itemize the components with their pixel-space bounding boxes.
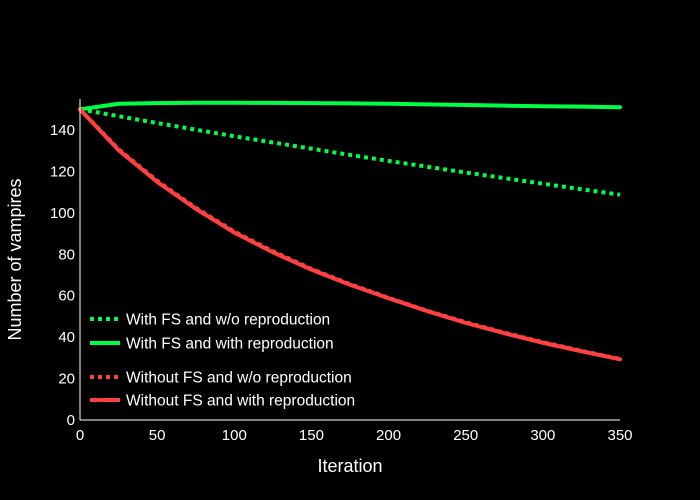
legend-label-3: Without FS and w/o reproduction bbox=[126, 370, 352, 387]
x-tick-label: 0 bbox=[76, 427, 84, 444]
x-tick-label: 100 bbox=[222, 427, 247, 444]
y-tick-label: 100 bbox=[50, 205, 75, 222]
series-line-2 bbox=[78, 100, 622, 112]
y-tick-label: 140 bbox=[50, 122, 75, 139]
y-tick-label: 120 bbox=[50, 163, 75, 180]
y-axis-title: Number of vampires bbox=[5, 178, 25, 340]
y-tick-label: 40 bbox=[58, 329, 75, 346]
x-tick-label: 50 bbox=[149, 427, 166, 444]
y-axis-ticks: 0 20 40 60 80 100 120 140 bbox=[50, 122, 75, 429]
x-tick-label: 250 bbox=[453, 427, 478, 444]
x-tick-label: 300 bbox=[530, 427, 555, 444]
x-tick-label: 200 bbox=[376, 427, 401, 444]
legend-label-2: With FS and with reproduction bbox=[126, 336, 334, 353]
x-axis-title: Iteration bbox=[317, 456, 382, 476]
x-tick-label: 150 bbox=[299, 427, 324, 444]
legend-label-1: With FS and w/o reproduction bbox=[126, 312, 330, 329]
x-axis-ticks: 0 50 100 150 200 250 300 350 bbox=[76, 427, 633, 444]
series-layer bbox=[78, 100, 622, 362]
series-line-1 bbox=[79, 107, 621, 197]
legend: With FS and w/o reproduction With FS and … bbox=[90, 312, 355, 410]
legend-label-4: Without FS and with reproduction bbox=[126, 393, 355, 410]
y-tick-label: 80 bbox=[58, 246, 75, 263]
x-tick-label: 350 bbox=[607, 427, 632, 444]
y-tick-label: 60 bbox=[58, 288, 75, 305]
series-line-4 bbox=[78, 107, 622, 362]
y-tick-label: 20 bbox=[58, 371, 75, 388]
y-tick-label: 0 bbox=[67, 412, 75, 429]
